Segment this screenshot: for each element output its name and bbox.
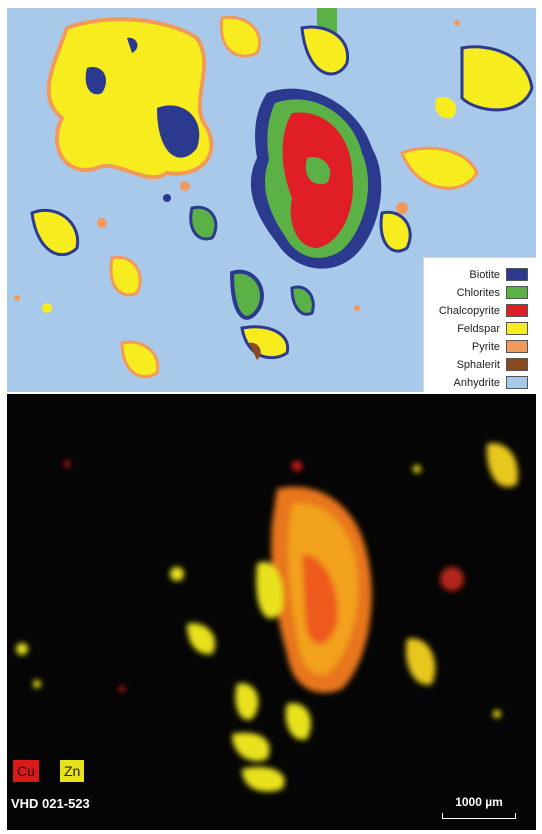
legend-item-sphalerit: Sphalerit: [457, 357, 528, 372]
mineral-map-image: [14, 8, 534, 379]
legend-label: Biotite: [469, 268, 500, 281]
legend-swatch: [506, 340, 528, 353]
mineral-clusters: [14, 8, 534, 379]
legend-swatch: [506, 268, 528, 281]
legend-label: Anhydrite: [453, 376, 500, 389]
legend-item-feldspar: Feldspar: [457, 321, 528, 336]
scale-bar-label: 1000 µm: [455, 795, 503, 809]
legend-swatch: [506, 376, 528, 389]
legend-label: Feldspar: [457, 322, 500, 335]
legend-swatch: [506, 286, 528, 299]
legend-item-anhydrite: Anhydrite: [454, 375, 528, 390]
element-map-image: [16, 443, 518, 792]
scale-bar-line: [442, 813, 516, 819]
element-clusters: [16, 443, 518, 792]
legend-item-chalcopyrite: Chalcopyrite: [439, 303, 528, 318]
scale-bar: 1000 µm: [442, 795, 516, 819]
legend-swatch: [506, 304, 528, 317]
legend-label: Pyrite: [471, 340, 500, 353]
legend-label: Sphalerit: [456, 358, 500, 371]
legend-label: Chalcopyrite: [438, 304, 500, 317]
legend-item-biotite: Biotite: [469, 267, 528, 282]
legend-item-chlorites: Chlorites: [457, 285, 528, 300]
legend-item-pyrite: Pyrite: [472, 339, 528, 354]
legend-item-cu: Cu: [13, 760, 39, 782]
legend-swatch: [506, 322, 528, 335]
sample-id-label: VHD 021-523: [11, 796, 90, 811]
element-map-panel: Cu Zn VHD 021-523 1000 µm: [7, 394, 536, 830]
legend-swatch: [506, 358, 528, 371]
mineral-legend: Biotite Chlorites Chalcopyrite Feldspar …: [423, 257, 536, 392]
mineral-map-panel: Biotite Chlorites Chalcopyrite Feldspar …: [7, 8, 536, 392]
legend-label: Chlorites: [456, 286, 500, 299]
legend-item-zn: Zn: [60, 760, 85, 782]
